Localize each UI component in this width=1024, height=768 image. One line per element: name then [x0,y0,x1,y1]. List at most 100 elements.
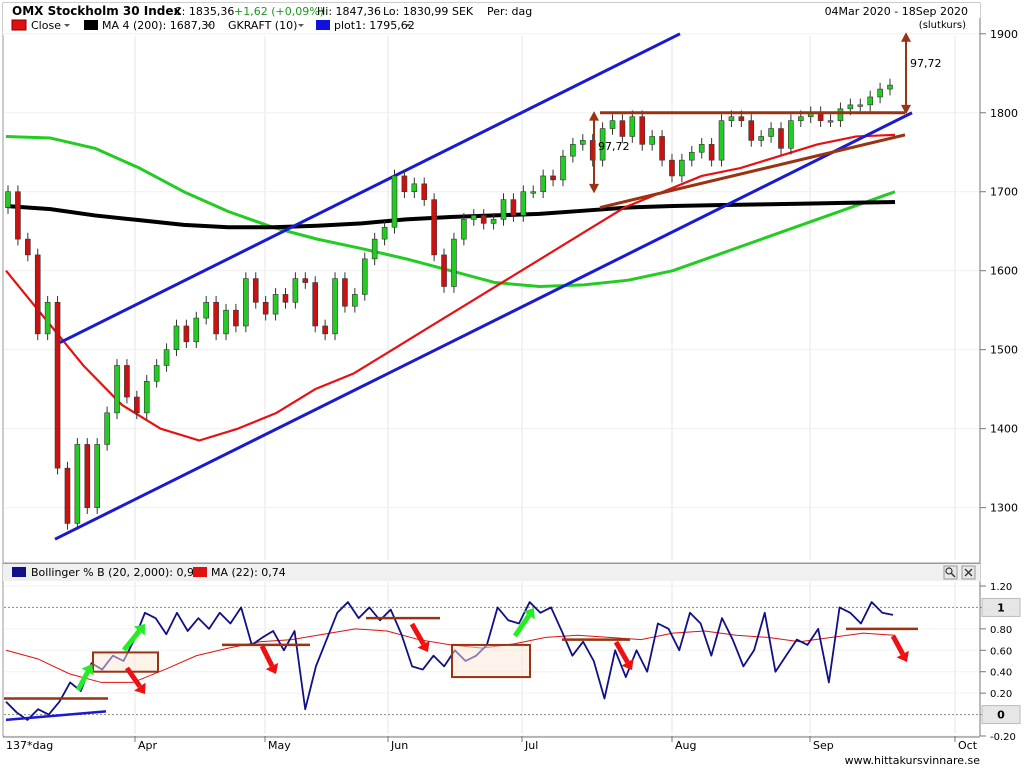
arrow-head [265,662,279,674]
legend-bollinger-swatch [12,567,26,577]
arrow-head [523,608,535,620]
x-tick-label: Apr [138,739,158,752]
candle [540,175,546,193]
candle [560,155,566,181]
close-panel-button[interactable] [961,565,976,580]
legend-ma22[interactable]: MA (22): 0,74 [193,566,286,579]
chevron-down-icon[interactable] [298,24,304,27]
legend-gkraft[interactable]: GKRAFT (10) [228,19,304,32]
arrow-head [621,658,634,670]
candle [748,120,755,141]
main-y-tick-label: 1300 [990,502,1018,515]
chart-title: OMX Stockholm 30 Index [12,4,181,18]
footer-url: www.hittakursvinnare.se [845,754,981,767]
chevron-down-icon[interactable] [206,24,212,27]
period: Per: dag [487,5,532,18]
candle [659,136,665,161]
signal-arrow [409,622,426,646]
lower-legend-bar [3,564,980,581]
main-y-tick-label: 1400 [990,423,1018,436]
x-tick-label: Oct [958,739,978,752]
candle [332,278,338,335]
candle [252,278,259,303]
candle [728,116,735,121]
candle [758,136,764,141]
main-y-tick-label: 1800 [990,107,1018,120]
candle [877,88,883,98]
consolidation-box [92,651,159,673]
legend-gkraft-label: GKRAFT (10) [228,19,297,32]
candle [698,144,705,153]
magnifier-icon[interactable] [945,567,953,575]
candle [679,159,685,177]
ref-level-box [981,597,1021,617]
candle [74,444,81,524]
channel-lower-line [54,111,913,541]
main-y-tick-label: 1500 [990,344,1018,357]
candle [292,278,299,303]
candle [609,120,616,129]
candle [718,120,725,161]
candle [203,301,210,319]
candle [411,183,418,193]
channel-upper-line [59,32,681,344]
candle [470,215,477,220]
legend-ma200[interactable]: MA 4 (200): 1687,30 [84,19,215,32]
candle [361,258,368,295]
candle [599,128,606,161]
close-icon[interactable] [964,568,973,577]
candle [163,349,170,366]
candle [708,144,715,161]
candle [64,467,71,524]
candle [550,175,556,181]
candle [342,278,348,307]
candle [619,120,626,137]
ma50-line [5,133,896,442]
legend-bollinger[interactable]: Bollinger % B (20, 2,000): 0,93 [12,566,201,579]
candle [461,219,467,240]
x-tick-label: Aug [675,739,696,752]
lower-plot [4,601,918,722]
arrow-head [896,650,909,662]
arrow-head [589,183,599,194]
main-y-tick-label: 1600 [990,265,1018,278]
candle [193,317,200,343]
arrow-head [133,624,145,636]
candle [510,199,517,216]
candle [451,238,457,287]
legend-plot1[interactable]: plot1: 1795,62 [316,19,415,32]
chevron-down-icon[interactable] [405,24,411,27]
candle [143,380,150,414]
candle [401,175,408,193]
candle [84,444,91,508]
candle [768,128,774,137]
candle [114,365,120,414]
lower-y-tick-label: 1 [997,601,1005,614]
measure-label-left: 97,72 [598,140,630,153]
candle [827,120,834,123]
x-tick-label: Jul [524,739,538,752]
zoom-button[interactable] [943,565,958,580]
candle [302,278,309,283]
legend-close[interactable]: Close [11,19,70,32]
main-y-tick-label: 1700 [990,186,1018,199]
lower-y-tick-label: 0.80 [990,625,1012,636]
ma200-line [5,200,896,230]
candle [233,309,239,327]
candle [352,294,358,307]
candle [124,365,130,398]
candle [738,116,745,121]
candle [391,175,398,228]
support-trendline [599,133,906,209]
chevron-down-icon[interactable] [64,24,70,27]
candle [282,294,289,303]
main-legend-area [3,3,980,35]
candle [639,116,646,145]
legend-close-label: Close [31,19,61,32]
candle [867,96,873,106]
bollinger-line [5,601,894,721]
x-tick-label: May [268,739,291,752]
signal-arrow [122,629,142,652]
candle [857,104,864,107]
